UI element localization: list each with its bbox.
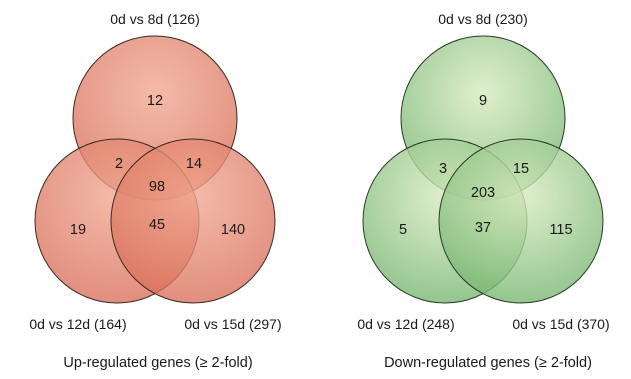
venn-down: 0d vs 8d (230) 0d vs 12d (248) 0d vs 15d… bbox=[357, 11, 609, 371]
venn-down-set-left-label: 0d vs 12d (248) bbox=[357, 316, 454, 332]
venn-down-region-top-left: 3 bbox=[439, 161, 447, 177]
venn-up-region-top-right: 14 bbox=[186, 156, 202, 172]
venn-up-region-left-only: 19 bbox=[70, 222, 86, 238]
venn-up-set-left-label: 0d vs 12d (164) bbox=[29, 316, 126, 332]
venn-up-region-right-only: 140 bbox=[221, 222, 245, 238]
venn-down-set-top-label: 0d vs 8d (230) bbox=[438, 11, 528, 27]
venn-down-set-right-label: 0d vs 15d (370) bbox=[512, 316, 609, 332]
venn-down-region-top-only: 9 bbox=[479, 93, 487, 109]
venn-down-region-all: 203 bbox=[471, 185, 495, 201]
venn-up-set-right-label: 0d vs 15d (297) bbox=[184, 316, 281, 332]
venn-down-region-left-right: 37 bbox=[475, 220, 491, 236]
venn-up-set-top-label: 0d vs 8d (126) bbox=[110, 11, 200, 27]
venn-down-circle-right bbox=[438, 138, 604, 304]
venn-up-region-left-right: 45 bbox=[149, 217, 165, 233]
venn-up: 0d vs 8d (126) 0d vs 12d (164) 0d vs 15d… bbox=[29, 11, 281, 371]
venn-down-region-top-right: 15 bbox=[513, 161, 529, 177]
venn-up-circle-right bbox=[110, 138, 276, 304]
venn-up-region-top-only: 12 bbox=[147, 93, 163, 109]
venn-up-caption: Up-regulated genes (≥ 2-fold) bbox=[63, 355, 252, 371]
venn-up-region-all: 98 bbox=[149, 179, 165, 195]
venn-up-region-top-left: 2 bbox=[115, 156, 123, 172]
venn-down-caption: Down-regulated genes (≥ 2-fold) bbox=[384, 355, 592, 371]
venn-down-region-right-only: 115 bbox=[549, 222, 572, 238]
venn-down-region-left-only: 5 bbox=[399, 222, 407, 238]
